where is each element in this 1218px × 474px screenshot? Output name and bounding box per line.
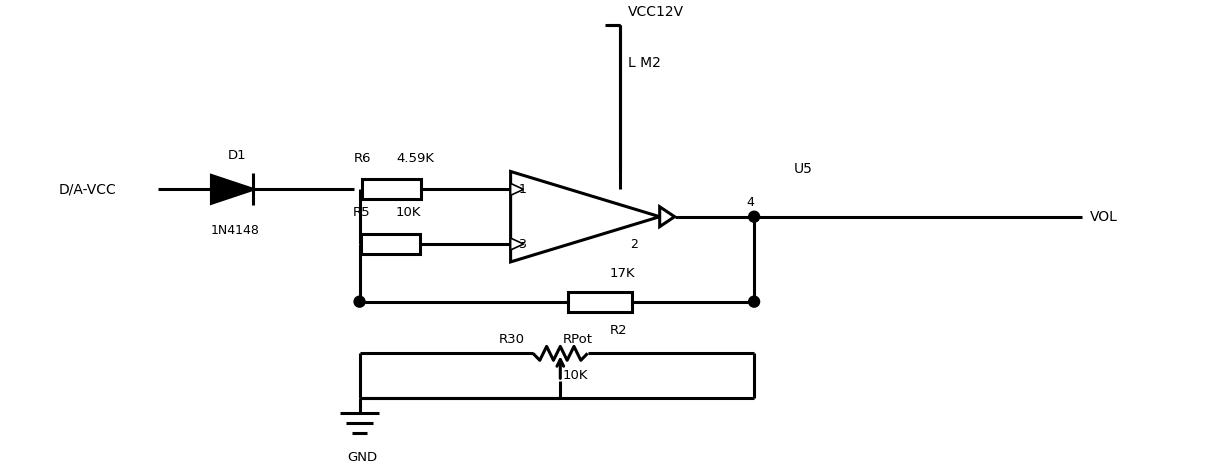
Text: D/A-VCC: D/A-VCC (58, 182, 116, 196)
Text: 2: 2 (630, 238, 638, 251)
Text: U5: U5 (794, 162, 812, 176)
Bar (568, 292, 632, 311)
Polygon shape (510, 238, 524, 250)
Text: D1: D1 (228, 148, 246, 162)
Text: 4: 4 (747, 196, 754, 210)
Text: R30: R30 (498, 333, 525, 346)
Circle shape (749, 296, 760, 307)
Bar (362, 180, 421, 199)
Polygon shape (510, 183, 524, 195)
Text: 1: 1 (519, 183, 526, 196)
Polygon shape (212, 175, 253, 203)
Circle shape (354, 296, 365, 307)
Bar (361, 234, 420, 254)
Text: VCC12V: VCC12V (628, 5, 685, 19)
Polygon shape (510, 172, 660, 262)
Text: 10K: 10K (396, 206, 421, 219)
Text: 10K: 10K (563, 369, 588, 382)
Text: R6: R6 (353, 152, 371, 164)
Text: 3: 3 (519, 237, 526, 251)
Text: 4.59K: 4.59K (396, 152, 435, 164)
Text: L M2: L M2 (628, 56, 660, 70)
Text: RPot: RPot (563, 333, 592, 346)
Text: 17K: 17K (610, 267, 636, 280)
Text: R5: R5 (352, 206, 370, 219)
Text: VOL: VOL (1090, 210, 1118, 224)
Text: GND: GND (347, 451, 378, 464)
Polygon shape (660, 207, 675, 227)
Text: 1N4148: 1N4148 (211, 224, 259, 237)
Circle shape (749, 211, 760, 222)
Text: R2: R2 (610, 324, 627, 337)
